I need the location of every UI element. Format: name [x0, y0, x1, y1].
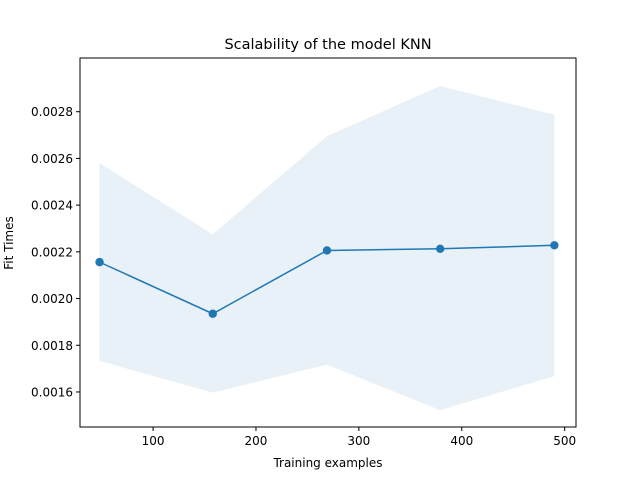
data-point	[435, 244, 445, 254]
y-tick-label: 0.0020	[31, 292, 73, 306]
y-tick-label: 0.0026	[31, 152, 73, 166]
y-tick-label: 0.0028	[31, 105, 73, 119]
y-axis-ticks: 0.0016 0.0018 0.0020 0.0022 0.0024 0.0026 0.00…	[31, 105, 80, 399]
data-point	[95, 257, 104, 267]
axes-frame	[79, 57, 577, 428]
plot-area	[95, 86, 559, 411]
x-tick-label: 400	[450, 434, 473, 448]
y-axis-label: Fit Times	[2, 216, 16, 270]
x-axis-label: Training examples	[272, 456, 382, 470]
x-tick-label: 200	[245, 434, 268, 448]
x-axis-ticks: 100 200 300 400 500	[142, 427, 576, 448]
x-tick-label: 100	[142, 434, 165, 448]
data-point	[322, 246, 332, 255]
y-tick-label: 0.0016	[31, 385, 73, 399]
y-tick-label: 0.0024	[31, 199, 73, 213]
y-tick-label: 0.0022	[31, 245, 73, 259]
x-tick-label: 300	[347, 434, 370, 448]
x-tick-label: 500	[553, 434, 576, 448]
data-point	[208, 309, 217, 318]
axes	[79, 57, 577, 428]
chart-title: Scalability of the model KNN	[224, 37, 431, 53]
data-point	[550, 241, 559, 250]
y-tick-label: 0.0018	[31, 339, 73, 353]
